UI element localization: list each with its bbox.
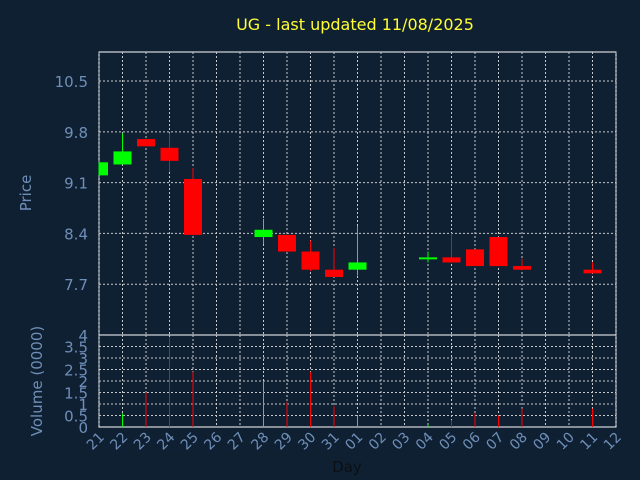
candle-body	[442, 257, 461, 263]
volume-tick-label: 0	[78, 419, 88, 437]
volume-axis-label: Volume (0000)	[28, 326, 46, 436]
x-tick-label: 06	[460, 429, 484, 453]
volume-tick-label: 1	[78, 396, 88, 414]
candle-body	[419, 257, 437, 260]
x-tick-label: 31	[319, 430, 343, 454]
x-tick-label: 04	[413, 429, 437, 453]
x-tick-label: 02	[366, 430, 390, 454]
price-tick-label: 10.5	[55, 73, 88, 91]
candle-body	[466, 249, 484, 267]
candle-body	[583, 269, 602, 274]
volume-tick-label: 2.5	[64, 362, 88, 380]
volume-tick-label: 1.5	[64, 385, 88, 403]
x-tick-label: 26	[201, 429, 225, 453]
price-axis-ticks: 10.5 9.8 9.1 8.4 7.7	[55, 73, 88, 294]
x-tick-label: 22	[107, 430, 131, 454]
x-tick-label: 09	[530, 430, 554, 454]
x-tick-label: 29	[272, 430, 296, 454]
x-tick-label: 24	[154, 429, 178, 453]
volume-tick-label: 3.5	[64, 339, 88, 357]
volume-tick-label: 4	[78, 327, 88, 345]
candle-body	[184, 178, 202, 235]
price-tick-label: 9.8	[64, 124, 88, 142]
candle-body	[513, 266, 531, 270]
x-tick-label: 03	[389, 430, 413, 454]
x-tick-label: 23	[131, 430, 155, 454]
candle-body	[113, 151, 132, 165]
candles	[98, 133, 602, 277]
price-tick-label: 8.4	[64, 225, 88, 243]
candle-body	[325, 269, 343, 277]
chart-title: UG - last updated 11/08/2025	[236, 15, 474, 34]
x-tick-label: 25	[178, 430, 202, 454]
price-tick-label: 9.1	[64, 175, 88, 193]
x-axis-label: Day	[332, 458, 362, 476]
volume-axis-ticks: 43.532.521.510.50	[64, 327, 88, 437]
candle-body	[160, 147, 179, 161]
x-tick-label: 30	[295, 430, 319, 454]
x-tick-label: 05	[436, 430, 460, 454]
volume-tick-label: 2	[78, 373, 88, 391]
volume-bars	[122, 337, 593, 427]
candle-body	[301, 251, 320, 270]
price-tick-label: 7.7	[64, 276, 88, 294]
candle-body	[254, 229, 273, 238]
x-tick-label: 11	[577, 430, 601, 454]
x-tick-label: 12	[601, 430, 625, 454]
candle-body	[348, 262, 367, 270]
candle-body	[99, 162, 108, 176]
volume-tick-label: 0.5	[64, 408, 88, 426]
price-axis-label: Price	[17, 175, 35, 212]
x-tick-label: 10	[554, 430, 578, 454]
volume-tick-label: 3	[78, 350, 88, 368]
candle-body	[137, 139, 155, 147]
candle-body	[278, 234, 296, 252]
x-tick-label: 28	[248, 430, 272, 454]
candle-body	[489, 237, 508, 267]
x-tick-label: 08	[507, 430, 531, 454]
x-tick-label: 27	[225, 430, 249, 454]
x-tick-label: 07	[483, 430, 507, 454]
x-axis-ticks: 21 22 23 24 25 26 27 28 29 30 31 01 02 03 04 05 06 07 08 09…	[84, 429, 625, 453]
x-tick-label: 01	[342, 430, 366, 454]
